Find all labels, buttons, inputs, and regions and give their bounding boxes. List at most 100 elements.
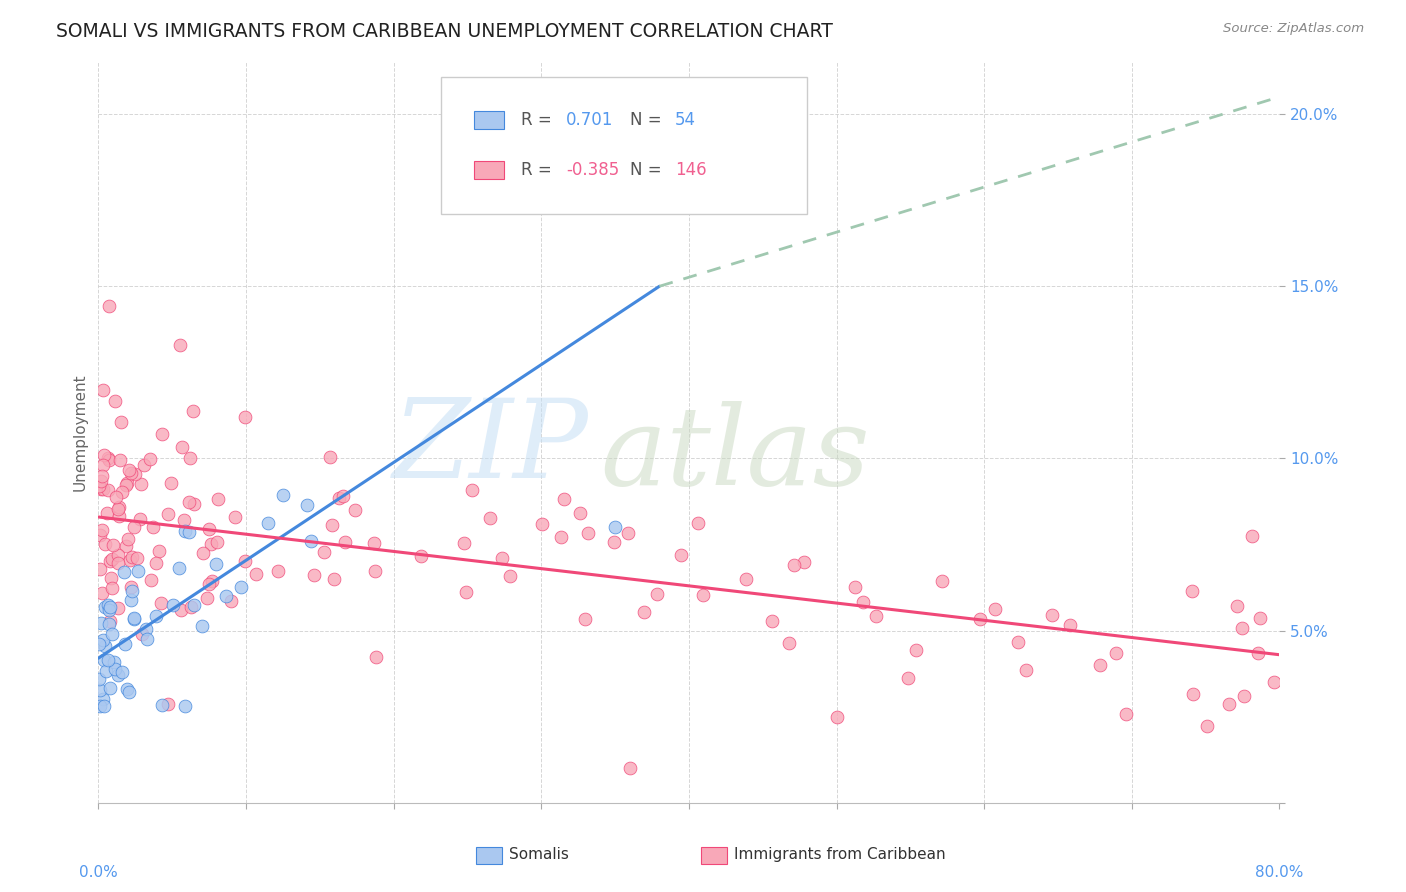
Point [93, 537, 115, 551]
Point [156, 507, 179, 521]
Point [112, 565, 135, 579]
Point [98, 599, 121, 614]
Point [197, 591, 219, 606]
Point [553, 492, 575, 507]
Point [1007, 635, 1029, 649]
Point [97, 451, 120, 466]
Point [107, 601, 129, 615]
Point [453, 535, 475, 549]
Point [97, 603, 120, 617]
Point [191, 618, 214, 632]
Point [619, 761, 641, 775]
Point [93, 653, 115, 667]
Point [778, 636, 800, 650]
Point [364, 564, 387, 578]
Point [98, 681, 121, 695]
Point [128, 512, 150, 526]
Point [333, 535, 356, 549]
Point [87, 672, 110, 686]
Text: 146: 146 [675, 161, 706, 178]
Point [97, 299, 120, 313]
Point [93, 699, 115, 714]
Point [89, 562, 111, 576]
Bar [474, 161, 503, 179]
Point [931, 574, 953, 588]
Point [135, 622, 157, 636]
Point [181, 404, 204, 418]
Point [865, 608, 887, 623]
Point [619, 193, 641, 207]
Text: 54: 54 [675, 112, 696, 129]
Point [110, 665, 132, 679]
Point [1226, 599, 1249, 614]
Point [94, 664, 117, 678]
Point [411, 549, 433, 563]
Point [984, 601, 1007, 615]
Point [91, 524, 114, 538]
Text: 0.701: 0.701 [567, 112, 613, 129]
Point [97, 653, 120, 667]
Point [117, 532, 139, 546]
Text: N =: N = [630, 161, 666, 178]
Point [782, 558, 804, 573]
Point [127, 564, 149, 578]
Point [1180, 583, 1202, 598]
Point [150, 698, 173, 712]
Point [1088, 657, 1111, 672]
Point [1181, 687, 1204, 701]
Point [131, 477, 153, 491]
Point [139, 573, 162, 587]
FancyBboxPatch shape [441, 78, 807, 214]
Point [271, 488, 294, 502]
Point [107, 556, 129, 570]
Text: R =: R = [522, 112, 557, 129]
Point [174, 699, 197, 714]
Point [98, 453, 121, 467]
Point [574, 612, 596, 626]
Point [257, 516, 280, 530]
Text: 80.0%: 80.0% [1256, 864, 1303, 880]
Point [156, 697, 179, 711]
Point [150, 427, 173, 442]
Point [201, 574, 224, 589]
Point [215, 589, 238, 603]
Point [89, 682, 111, 697]
Text: atlas: atlas [600, 401, 870, 508]
Point [1247, 646, 1270, 660]
Point [905, 642, 928, 657]
Point [793, 555, 815, 569]
Point [173, 524, 195, 538]
Point [91, 632, 114, 647]
Point [224, 510, 246, 524]
Point [131, 626, 153, 640]
Point [101, 551, 124, 566]
Point [160, 475, 183, 490]
Point [332, 489, 354, 503]
Point [90, 616, 112, 631]
Point [969, 612, 991, 626]
Point [94, 639, 117, 653]
Point [180, 599, 202, 614]
Point [198, 577, 221, 591]
Point [97, 599, 120, 613]
Point [115, 539, 138, 553]
Point [167, 561, 190, 575]
Point [1233, 689, 1256, 703]
Point [297, 498, 319, 512]
Point [233, 409, 256, 424]
Point [127, 550, 149, 565]
Point [1195, 719, 1218, 733]
Point [105, 490, 128, 504]
Bar [474, 111, 503, 129]
Point [108, 500, 131, 515]
Point [114, 637, 136, 651]
Point [461, 483, 484, 498]
Text: Somalis: Somalis [509, 847, 569, 863]
Point [108, 508, 131, 523]
Point [603, 535, 626, 549]
Point [299, 534, 322, 549]
Point [120, 580, 142, 594]
Point [94, 599, 117, 614]
Point [576, 525, 599, 540]
Point [825, 709, 848, 723]
